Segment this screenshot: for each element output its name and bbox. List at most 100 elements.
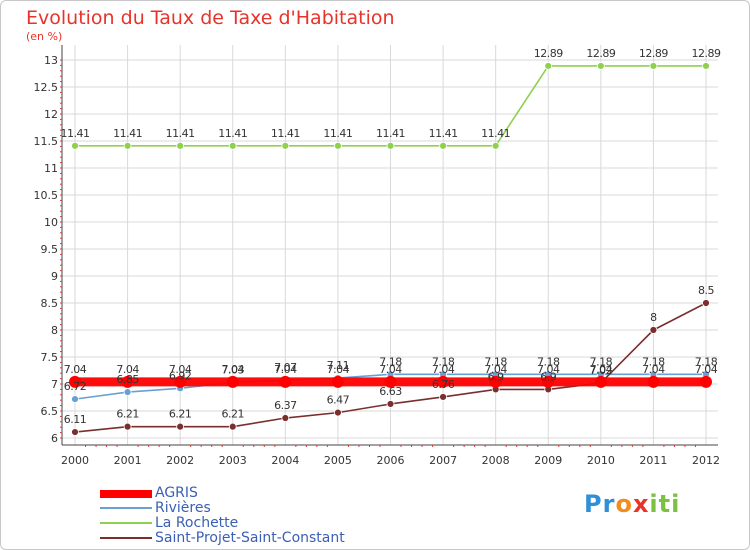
data-label-la-rochette: 11.41 xyxy=(323,127,352,140)
data-point-agris xyxy=(279,375,292,388)
data-label-rivieres: 7.18 xyxy=(379,355,402,368)
data-point-la-rochette xyxy=(596,62,605,70)
legend-swatch-la-rochette xyxy=(100,522,152,524)
y-tick-label: 10.5 xyxy=(34,189,59,202)
data-point-saint-projet-saint-constant xyxy=(334,408,342,417)
legend: AGRIS Rivières La Rochette Saint-Projet-… xyxy=(100,485,400,546)
logo-part-2: o xyxy=(615,490,633,518)
data-label-rivieres: 7.11 xyxy=(327,359,350,372)
data-label-rivieres: 7.18 xyxy=(642,355,665,368)
data-label-saint-projet-saint-constant: 8.5 xyxy=(698,284,714,297)
legend-label-saint-projet: Saint-Projet-Saint-Constant xyxy=(155,530,345,546)
data-label-agris: 7.04 xyxy=(274,363,297,376)
data-label-saint-projet-saint-constant: 6.9 xyxy=(540,370,556,383)
data-label-rivieres: 6.92 xyxy=(169,369,192,382)
data-label-la-rochette: 12.89 xyxy=(586,47,615,60)
x-tick-label: 2000 xyxy=(61,454,89,467)
data-point-saint-projet-saint-constant xyxy=(386,400,395,408)
data-point-saint-projet-saint-constant xyxy=(281,414,290,422)
data-label-agris: 7.04 xyxy=(116,363,139,376)
data-label-saint-projet-saint-constant: 6.76 xyxy=(432,378,455,391)
y-tick-label: 12 xyxy=(44,108,58,121)
data-label-agris: 7.04 xyxy=(222,363,245,376)
chart-title: Evolution du Taux de Taxe d'Habitation xyxy=(26,7,395,29)
data-label-la-rochette: 12.89 xyxy=(534,47,563,60)
data-label-rivieres: 7.18 xyxy=(432,355,455,368)
data-label-agris: 7.04 xyxy=(327,363,350,376)
data-point-la-rochette xyxy=(702,62,710,70)
data-point-agris xyxy=(121,375,134,388)
data-label-la-rochette: 12.89 xyxy=(639,47,668,60)
y-tick-label: 8 xyxy=(51,324,58,337)
data-point-rivieres xyxy=(123,388,132,397)
data-label-rivieres: 7.18 xyxy=(484,355,507,368)
data-label-saint-projet-saint-constant: 6.21 xyxy=(116,408,139,421)
data-point-agris xyxy=(594,375,607,388)
data-label-la-rochette: 11.41 xyxy=(481,127,510,140)
data-point-la-rochette xyxy=(281,141,290,150)
data-point-agris xyxy=(226,375,239,388)
x-tick-label: 2005 xyxy=(324,454,352,467)
data-label-saint-projet-saint-constant: 6.21 xyxy=(169,408,192,421)
legend-swatch-saint-projet xyxy=(100,537,152,539)
data-label-rivieres: 6.72 xyxy=(64,380,87,393)
data-point-la-rochette xyxy=(439,141,447,150)
data-point-la-rochette xyxy=(176,141,185,150)
data-point-rivieres xyxy=(71,395,79,404)
data-label-la-rochette: 11.41 xyxy=(271,127,300,140)
x-tick-label: 2010 xyxy=(587,454,615,467)
y-tick-label: 9 xyxy=(51,270,58,283)
x-tick-label: 2006 xyxy=(377,454,405,467)
logo-part-3: x xyxy=(632,490,650,518)
data-label-saint-projet-saint-constant: 7.02 xyxy=(590,364,613,377)
data-label-agris: 7.04 xyxy=(432,363,455,376)
data-point-la-rochette xyxy=(228,141,237,150)
x-tick-label: 2012 xyxy=(692,454,720,467)
data-label-saint-projet-saint-constant: 6.47 xyxy=(327,394,350,407)
data-point-agris xyxy=(489,375,502,388)
y-tick-label: 8.5 xyxy=(41,297,59,310)
data-point-saint-projet-saint-constant xyxy=(71,428,79,436)
x-tick-label: 2003 xyxy=(219,454,247,467)
legend-item-saint-projet: Saint-Projet-Saint-Constant xyxy=(100,530,400,546)
y-tick-label: 10 xyxy=(44,216,58,229)
data-point-saint-projet-saint-constant xyxy=(649,326,658,334)
data-label-agris: 7.04 xyxy=(590,363,613,376)
data-label-agris: 7.04 xyxy=(169,363,192,376)
data-label-agris: 7.04 xyxy=(64,363,87,376)
logo-part-4: iti xyxy=(649,490,681,518)
data-point-agris xyxy=(174,375,187,388)
data-point-agris xyxy=(647,375,660,388)
legend-swatch-agris xyxy=(100,490,152,498)
data-label-la-rochette: 11.41 xyxy=(113,127,142,140)
data-point-la-rochette xyxy=(334,141,342,150)
x-tick-label: 2009 xyxy=(534,454,562,467)
data-label-rivieres: 6.85 xyxy=(116,373,139,386)
line-chart: 6 6.5 7 7.5 8 8.5 9 9.5 10 10.5 11 11.5 12 12.5 13 2000… xyxy=(34,45,721,467)
y-tick-label: 7 xyxy=(51,378,58,391)
y-tick-label: 13 xyxy=(44,54,58,67)
data-point-la-rochette xyxy=(123,141,132,150)
x-tick-label: 2007 xyxy=(429,454,457,467)
data-point-la-rochette xyxy=(544,62,553,70)
data-label-saint-projet-saint-constant: 6.63 xyxy=(379,385,402,398)
data-label-la-rochette: 11.41 xyxy=(61,127,90,140)
y-tick-label: 7.5 xyxy=(41,351,59,364)
data-label-saint-projet-saint-constant: 6.37 xyxy=(274,399,297,412)
data-point-la-rochette xyxy=(491,141,500,150)
legend-label-agris: AGRIS xyxy=(155,485,198,501)
x-tick-label: 2002 xyxy=(166,454,194,467)
y-tick-label: 11 xyxy=(44,162,58,175)
data-label-la-rochette: 12.89 xyxy=(692,47,721,60)
data-point-agris xyxy=(69,375,81,388)
data-label-agris: 7.04 xyxy=(379,363,402,376)
data-point-agris xyxy=(542,375,555,388)
data-label-agris: 7.04 xyxy=(484,363,507,376)
data-label-agris: 7.04 xyxy=(537,363,560,376)
data-point-agris xyxy=(384,375,397,388)
data-label-rivieres: 7.18 xyxy=(537,355,560,368)
chart-subtitle: (en %) xyxy=(26,30,63,43)
x-tick-label: 2008 xyxy=(482,454,510,467)
legend-swatch-rivieres xyxy=(100,507,152,509)
y-tick-label: 6 xyxy=(51,432,58,445)
